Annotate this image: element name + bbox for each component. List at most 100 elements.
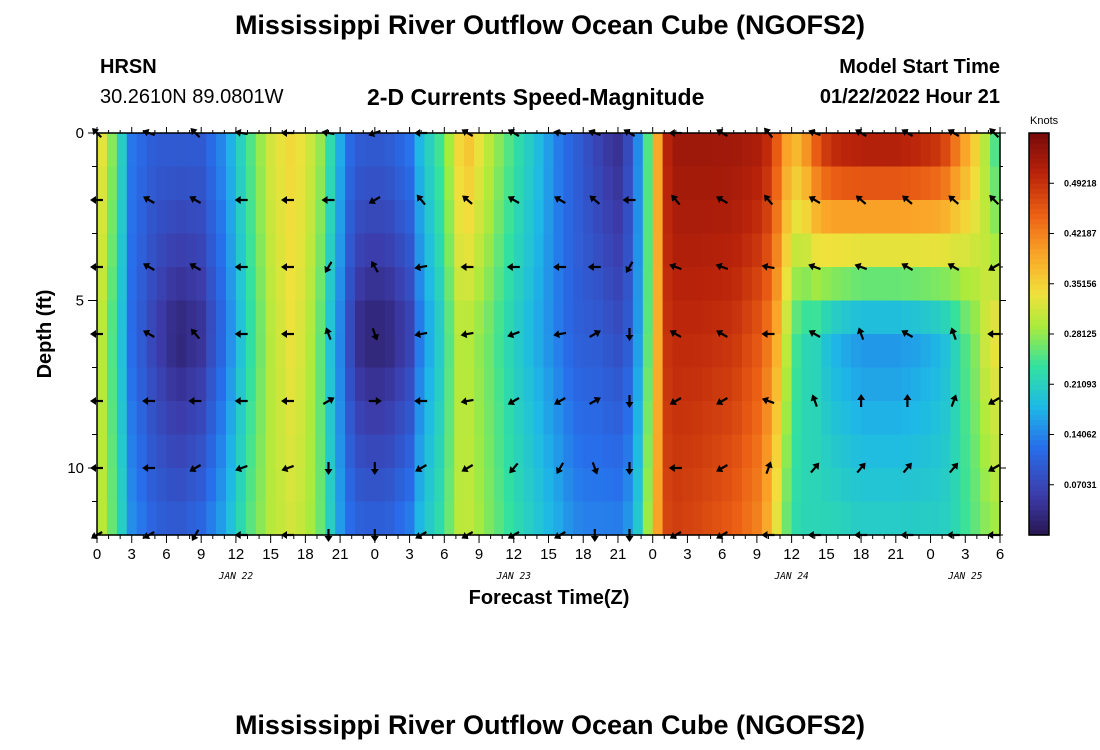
heatmap-cell [106,434,118,469]
colorbar-segment [1029,479,1049,486]
heatmap-cell [503,367,515,402]
heatmap-cell [543,334,555,369]
heatmap-cell [196,200,207,235]
heatmap-cell [414,166,426,201]
heatmap-cell [335,401,346,436]
heatmap-cell [533,233,545,268]
heatmap-cell [722,401,733,436]
heatmap-cell [533,334,545,369]
heatmap-cell [960,401,971,436]
heatmap-cell [632,267,644,302]
heatmap-cell [712,468,723,503]
heatmap-cell [980,267,991,302]
heatmap-cell [196,300,207,335]
heatmap-cell [176,468,187,503]
heatmap-cell [702,267,713,302]
heatmap-cell [593,300,604,335]
current-arrow [671,194,681,206]
heatmap-cell [563,300,574,335]
x-tick-label: 15 [818,546,835,563]
heatmap-cell [890,334,902,369]
heatmap-cell [742,501,753,536]
heatmap-cell [871,300,882,335]
colorbar-segment [1029,514,1049,521]
heatmap-cell [146,133,158,168]
x-tick-label: 3 [128,546,136,563]
heatmap-cell [573,334,584,369]
heatmap-cell [414,334,426,369]
heatmap-cell [335,434,346,469]
heatmap-cell [801,367,813,402]
heatmap-cell [722,468,733,503]
heatmap-cell [285,200,297,235]
heatmap-cell [811,133,822,168]
heatmap-cell [702,233,713,268]
heatmap-cell [513,233,525,268]
heatmap-cell [771,300,783,335]
colorbar-segment [1029,238,1049,245]
heatmap-cell [642,133,654,168]
heatmap-cell [335,334,346,369]
heatmap-cell [950,334,961,369]
heatmap-cell [861,267,872,302]
heatmap-cell [861,367,872,402]
colorbar-segment [1029,153,1049,159]
heatmap-cell [186,233,197,268]
heatmap-cell [702,434,713,469]
heatmap-cell [97,200,108,235]
colorbar-segment [1029,263,1049,270]
heatmap-cell [325,233,336,268]
heatmap-cell [732,300,743,335]
heatmap-cell [474,468,485,503]
heatmap-cell [821,300,832,335]
heatmap-cell [880,501,892,536]
heatmap-cell [742,334,753,369]
heatmap-cell [970,334,981,369]
heatmap-cell [136,434,148,469]
heatmap-cell [791,200,803,235]
heatmap-cell [206,267,217,302]
heatmap-cell [503,401,515,436]
heatmap-cell [116,367,128,402]
heatmap-cell [613,233,624,268]
heatmap-cell [890,367,902,402]
heatmap-cell [454,267,465,302]
x-tick-label: 21 [610,546,627,563]
heatmap-cell [603,300,614,335]
heatmap-cell [464,300,475,335]
heatmap-cell [841,401,852,436]
heatmap-cell [255,334,267,369]
heatmap-cell [206,468,217,503]
heatmap-cell [374,401,386,436]
heatmap-cell [493,267,505,302]
colorbar-segment [1029,313,1049,320]
heatmap-cell [851,401,862,436]
heatmap-cell [732,133,743,168]
heatmap-cell [632,468,644,503]
heatmap-cell [781,434,793,469]
heatmap-cell [890,267,902,302]
heatmap-cell [166,334,177,369]
heatmap-cell [146,334,158,369]
heatmap-cell [821,367,832,402]
colorbar-segment [1029,133,1049,139]
heatmap-cell [861,233,872,268]
heatmap-cell [474,166,485,201]
heatmap-cell [980,233,991,268]
heatmap-cell [464,434,475,469]
heatmap-cell [255,233,267,268]
heatmap-cell [364,401,376,436]
heatmap-cell [235,468,247,503]
heatmap-cell [345,300,356,335]
heatmap-cell [404,334,416,369]
heatmap-cell [781,468,793,503]
heatmap-cell [186,434,197,469]
heatmap-cell [285,300,297,335]
heatmap-cell [553,233,564,268]
current-arrow [235,464,248,473]
heatmap-cell [166,133,177,168]
heatmap-cell [126,367,138,402]
heatmap-cell [136,233,148,268]
heatmap-cell [940,468,951,503]
colorbar-segment [1029,163,1049,169]
